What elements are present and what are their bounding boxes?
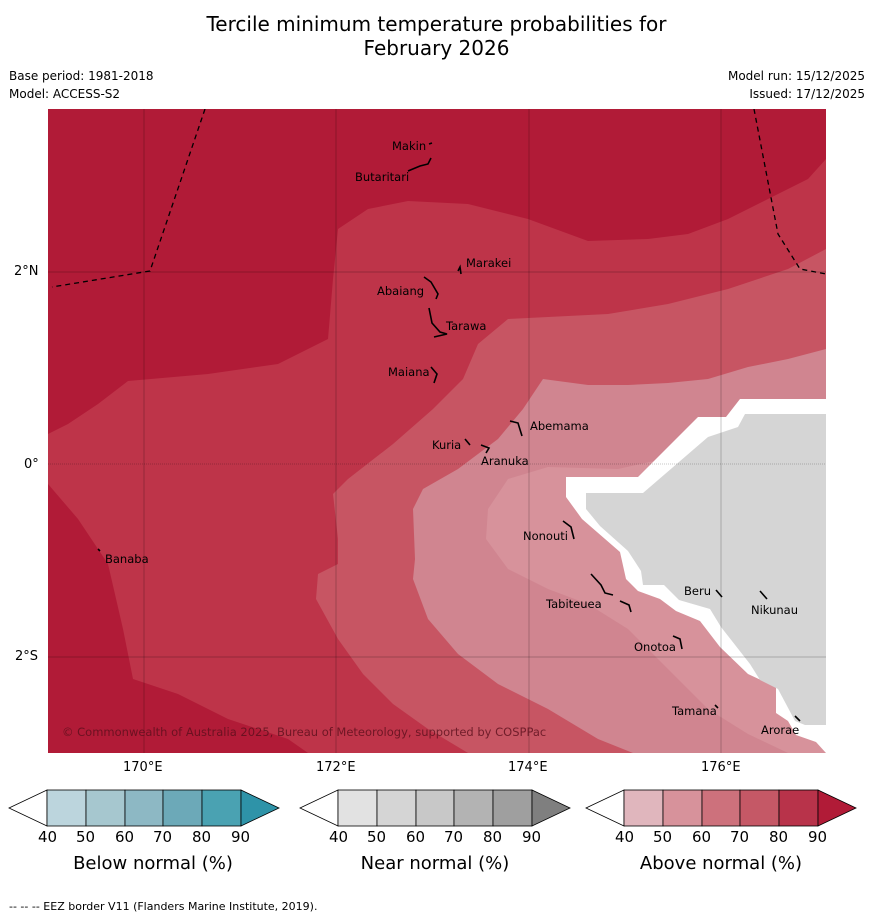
- cbar-near-tick: 60: [406, 828, 426, 846]
- cbar-above-tick: 60: [692, 828, 712, 846]
- island-label-abaiang: Abaiang: [377, 284, 424, 298]
- island-label-tamana: Tamana: [671, 704, 717, 718]
- cbar-above-tick: 40: [615, 828, 635, 846]
- cbar-near-tick: 50: [367, 828, 387, 846]
- zone-near-normal: [586, 414, 826, 725]
- cbar-below-tick: 90: [231, 828, 251, 846]
- eez-border: [51, 109, 826, 288]
- colorbar-below: [8, 789, 280, 827]
- model-text: Model: ACCESS-S2: [9, 87, 121, 101]
- island-label-onotoa: Onotoa: [634, 640, 676, 654]
- page-title: Tercile minimum temperature probabilitie…: [0, 12, 873, 60]
- island-label-arorae: Arorae: [761, 723, 799, 737]
- cbar-below-label: Below normal (%): [73, 853, 233, 874]
- island-label-banaba: Banaba: [105, 552, 149, 566]
- cbar-above-tick: 50: [653, 828, 673, 846]
- title-line-2: February 2026: [363, 36, 510, 60]
- island-label-tabiteuea: Tabiteuea: [545, 597, 602, 611]
- lat-label-2s: 2°S: [15, 649, 39, 664]
- cbar-near-tick: 80: [483, 828, 503, 846]
- island-label-tarawa: Tarawa: [445, 319, 486, 333]
- graticule: [48, 109, 826, 753]
- island-label-aranuka: Aranuka: [481, 454, 529, 468]
- issued-text: Issued: 17/12/2025: [749, 87, 865, 101]
- lat-label-0: 0°: [24, 457, 39, 472]
- cbar-below-tick: 80: [192, 828, 212, 846]
- lat-label-2n: 2°N: [14, 264, 39, 279]
- cbar-above-tick: 90: [808, 828, 828, 846]
- colorbar-above: [585, 789, 857, 827]
- cbar-near-label: Near normal (%): [360, 853, 510, 874]
- cbar-below-tick: 70: [153, 828, 173, 846]
- island-label-marakei: Marakei: [466, 256, 511, 270]
- model-run-text: Model run: 15/12/2025: [727, 69, 865, 83]
- meta-left: Base period: 1981-2018 Model: ACCESS-S2: [9, 67, 154, 103]
- island-label-maiana: Maiana: [388, 365, 430, 379]
- island-label-nonouti: Nonouti: [523, 529, 568, 543]
- island-label-butaritari: Butaritari: [355, 170, 409, 184]
- island-label-kuria: Kuria: [432, 438, 461, 452]
- cbar-near-tick: 90: [522, 828, 542, 846]
- footer-note: -- -- -- EEZ border V11 (Flanders Marine…: [9, 900, 318, 913]
- cbar-below-tick: 50: [76, 828, 96, 846]
- probability-map[interactable]: Makin Butaritari Marakei Abaiang Tarawa …: [48, 109, 826, 753]
- island-label-beru: Beru: [684, 584, 711, 598]
- island-outlines: [97, 142, 801, 722]
- cbar-near-tick: 40: [329, 828, 349, 846]
- island-label-makin: Makin: [392, 139, 426, 153]
- base-period-text: Base period: 1981-2018: [9, 69, 154, 83]
- copyright-text: © Commonwealth of Australia 2025, Bureau…: [62, 725, 546, 739]
- cbar-near-tick: 70: [444, 828, 464, 846]
- title-line-1: Tercile minimum temperature probabilitie…: [206, 12, 667, 36]
- cbar-above-label: Above normal (%): [639, 853, 803, 874]
- lon-label-176e: 176°E: [701, 760, 741, 775]
- colorbars: [8, 789, 857, 827]
- lon-label-170e: 170°E: [123, 760, 163, 775]
- meta-right: Model run: 15/12/2025 Issued: 17/12/2025: [728, 67, 865, 103]
- island-label-nikunau: Nikunau: [751, 603, 798, 617]
- cbar-below-tick: 60: [115, 828, 135, 846]
- cbar-above-tick: 70: [730, 828, 750, 846]
- cbar-above-tick: 80: [769, 828, 789, 846]
- island-label-abemama: Abemama: [530, 419, 589, 433]
- colorbar-near: [299, 789, 571, 827]
- cbar-below-tick: 40: [38, 828, 58, 846]
- lon-label-172e: 172°E: [316, 760, 356, 775]
- lon-label-174e: 174°E: [508, 760, 548, 775]
